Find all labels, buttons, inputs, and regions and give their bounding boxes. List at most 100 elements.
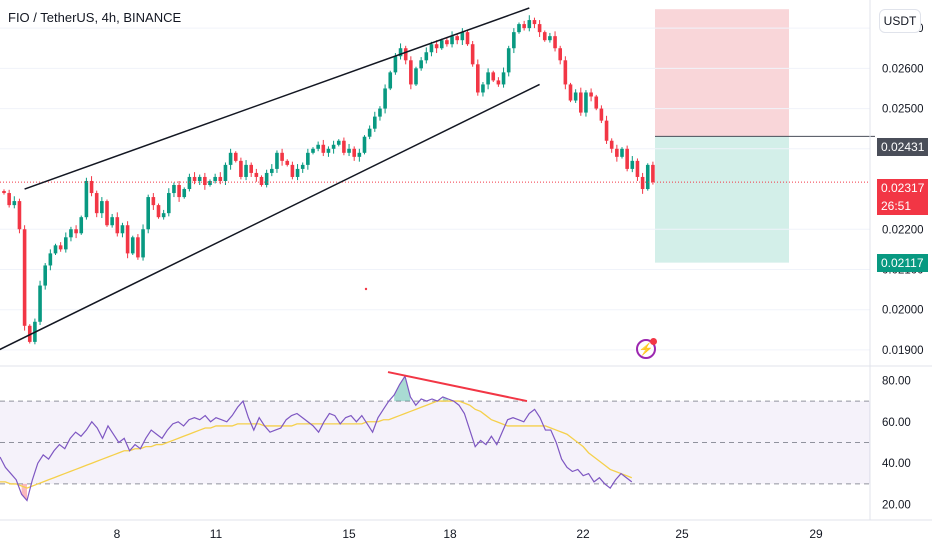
candle-body [460,32,465,41]
candle-body [233,152,238,161]
candle-body [2,191,6,194]
candle-body [563,60,568,85]
channel-trendline [24,7,530,190]
candle-body [527,20,532,29]
candle-body [187,176,192,190]
candle-body [94,193,99,214]
candle-body [635,160,640,177]
candle-body [84,180,89,218]
candle-body [424,52,429,61]
candle-body [501,72,506,85]
rsi-panel [0,371,870,502]
current-price-tag: 0.02317 [877,179,928,197]
candle-body [445,40,449,45]
candle-body [481,84,485,93]
candle-body [625,148,629,169]
candle-body [270,168,274,173]
time-tick-label: 15 [342,527,356,541]
candle-body [48,253,53,266]
candle-body [651,164,655,183]
candle-body [130,237,135,254]
candle-body [573,92,578,101]
candle-body [218,176,223,181]
candle-body [434,44,439,49]
candle-body [151,197,156,206]
candle-body [542,32,547,41]
candle-body [12,201,17,206]
price-tick-label: 0.02200 [882,224,924,236]
marker-dot [364,287,368,291]
notification-dot [650,338,657,345]
candle-body [100,201,104,214]
candle-body [285,160,290,165]
candle-body [645,164,650,190]
candle-body [465,32,470,45]
candle-body [17,201,22,230]
candle-body [553,36,557,49]
candle-body [74,229,78,234]
candle-body [357,152,362,157]
candle-body [362,136,367,153]
candle-body [115,217,120,234]
candle-body [22,229,27,326]
candle-body [450,36,454,45]
candle-body [512,32,516,49]
candle-body [342,140,346,153]
candle-body [249,164,253,173]
candles [0,15,870,345]
candle-body [7,193,11,206]
trendlines [0,7,540,351]
candle-body [254,172,259,177]
candle-body [517,24,521,33]
grid [0,0,932,521]
candle-body [105,201,109,226]
price-tick-label: 0.02600 [882,63,924,75]
candle-body [300,164,305,169]
stop-price-tag: 0.02431 [877,138,928,156]
candle-body [156,205,161,218]
candle-body [599,108,604,121]
candle-body [496,80,501,85]
candle-body [630,160,635,169]
candle-body [213,176,217,181]
bearish-divergence-line [387,371,528,403]
candle-body [197,176,202,181]
candle-body [89,180,94,194]
candle-body [604,120,609,141]
candle-body [27,325,32,342]
candle-body [208,180,212,185]
candle-body [259,176,264,185]
candle-body [506,48,511,73]
candle-body [470,44,475,65]
candle-body [306,152,310,165]
time-tick-label: 25 [675,527,689,541]
time-tick-label: 11 [210,527,223,541]
candle-body [615,148,619,157]
countdown-tag: 26:51 [877,197,928,215]
candle-body [414,68,418,85]
candle-body [609,140,614,149]
lightning-icon[interactable]: ⚡ [636,339,656,359]
candle-body [120,225,125,234]
time-tick-label: 18 [443,527,457,541]
candle-body [146,197,150,230]
candle-body [53,245,58,254]
target-price-tag: 0.02117 [877,254,928,272]
candle-body [161,213,166,218]
candle-body [64,237,68,250]
candle-body [378,108,382,117]
candle-body [141,229,145,258]
candle-body [290,164,295,177]
candle-body [79,217,84,234]
candle-body [640,176,645,190]
candle-body [244,164,248,177]
currency-unit-button[interactable]: USDT [879,9,921,33]
chart-title: FIO / TetherUS, 4h, BINANCE [8,10,182,25]
candle-body [280,152,284,161]
rsi-tick-label: 40.00 [882,458,911,470]
candle-body [455,36,459,41]
candle-body [373,116,377,129]
rsi-tick-label: 80.00 [882,375,911,387]
